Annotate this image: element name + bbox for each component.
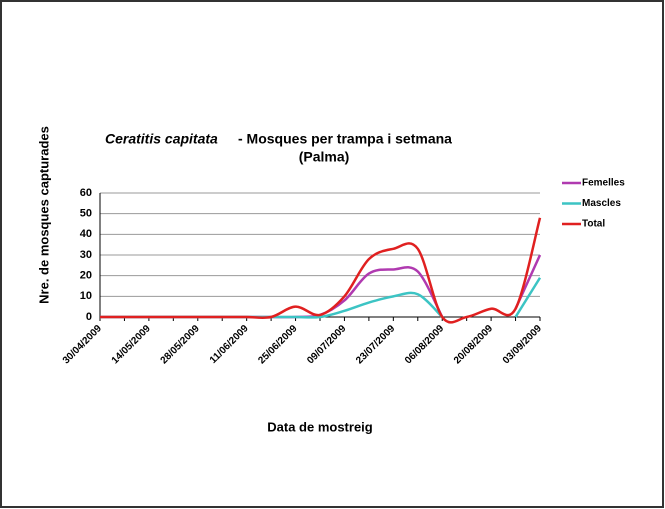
y-tick-label: 20 (80, 270, 92, 282)
series-line (100, 217, 542, 324)
legend-label: Mascles (582, 198, 621, 209)
chart-title: - Mosques per trampa i setmana (238, 131, 452, 147)
legend-label: Total (582, 219, 605, 230)
y-tick-label: 30 (80, 249, 92, 261)
chart-subtitle: (Palma) (299, 149, 350, 165)
y-axis-label: Nre. de mosques capturades (36, 126, 51, 304)
y-tick-label: 40 (80, 228, 92, 240)
legend-label: Femelles (582, 178, 625, 189)
y-tick-label: 60 (80, 187, 92, 199)
y-tick-label: 0 (86, 311, 92, 323)
chart-title-italic: Ceratitis capitata (105, 131, 218, 147)
x-axis-label: Data de mostreig (267, 419, 373, 434)
y-tick-label: 50 (80, 208, 92, 220)
y-tick-label: 10 (80, 290, 92, 302)
